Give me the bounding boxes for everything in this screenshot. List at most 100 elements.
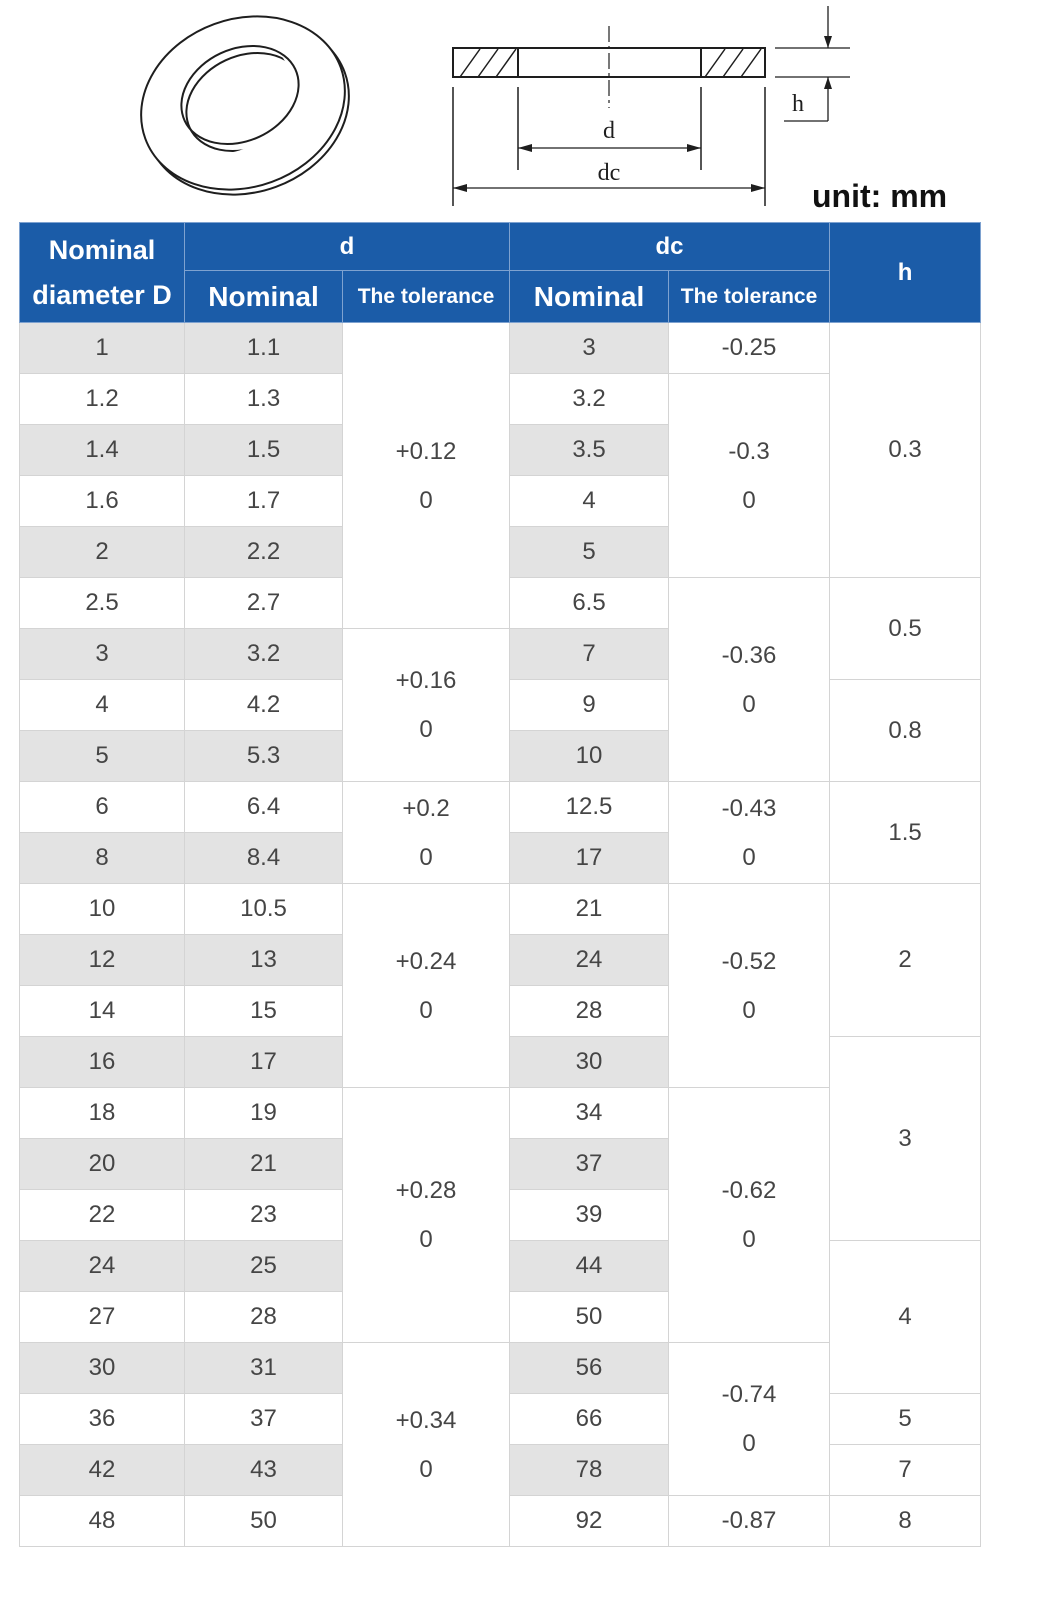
tolerance-upper: -0.43 bbox=[721, 794, 777, 822]
cell-h: 4 bbox=[829, 1240, 982, 1394]
cell-dc-nominal: 50 bbox=[509, 1291, 670, 1343]
tolerance-lower: 0 bbox=[742, 690, 756, 718]
cell-dc-tolerance: -0.36 0 bbox=[668, 577, 831, 782]
cell-dc-tolerance: -0.52 0 bbox=[668, 883, 831, 1088]
tolerance-upper: -0.62 bbox=[721, 1177, 777, 1204]
cell-d-nominal: 1.1 bbox=[184, 322, 343, 374]
cell-nominal-diameter: 18 bbox=[19, 1087, 185, 1139]
washer-hole-edge bbox=[180, 44, 300, 146]
table-row: 3 3.2 +0.16 0 7 bbox=[19, 628, 981, 782]
table-row: 16 17 30 3 bbox=[19, 1036, 982, 1241]
table-row: 6 6.4 +0.2 0 12.5 -0.43 0 1.5 bbox=[19, 781, 982, 884]
cell-d-tolerance: +0.12 0 bbox=[341, 322, 511, 629]
cell-nominal-diameter: 2.5 bbox=[19, 577, 185, 629]
tolerance-lower: 0 bbox=[419, 843, 433, 871]
cell-dc-nominal: 28 bbox=[509, 985, 670, 1037]
cell-d-nominal: 37 bbox=[184, 1393, 343, 1445]
arrowhead-d-right bbox=[687, 144, 701, 152]
cell-nominal-diameter: 22 bbox=[19, 1189, 185, 1241]
cell-dc-nominal: 9 bbox=[509, 679, 670, 731]
cell-h: 1.5 bbox=[829, 781, 982, 884]
cell-d-nominal: 19 bbox=[184, 1087, 343, 1139]
table-row: 5 5.3 10 bbox=[19, 730, 981, 782]
tolerance-lower: 0 bbox=[419, 1226, 433, 1253]
dimension-label-h: h bbox=[792, 91, 804, 117]
cell-nominal-diameter: 24 bbox=[19, 1240, 185, 1292]
unit-label: unit: mm bbox=[812, 178, 948, 214]
cell-dc-tolerance: -0.87 bbox=[668, 1495, 831, 1547]
table-row: 2 2.2 5 bbox=[19, 526, 981, 578]
washer-illustration bbox=[140, 15, 350, 196]
cell-dc-nominal: 78 bbox=[509, 1444, 670, 1496]
hatch-line bbox=[722, 48, 744, 78]
cell-d-nominal: 6.4 bbox=[184, 781, 343, 833]
table-body: 1 1.1 +0.12 0 3 -0.25 0.3 1.2 1.3 3.2 -0.3 0 1.4 1.5 3… bbox=[19, 322, 982, 1547]
cell-dc-nominal: 24 bbox=[509, 934, 670, 986]
tolerance-lower: 0 bbox=[742, 843, 756, 871]
cross-section-diagram: d dc h bbox=[452, 6, 850, 206]
cell-nominal-diameter: 5 bbox=[19, 730, 185, 782]
table-row: 1 1.1 +0.12 0 3 -0.25 0.3 bbox=[19, 322, 982, 629]
table-row: 14 15 28 bbox=[19, 985, 981, 1037]
tolerance-upper: +0.12 bbox=[395, 437, 457, 465]
tolerance-lower: 0 bbox=[419, 486, 433, 514]
table-row: 4 4.2 9 0.8 bbox=[19, 679, 982, 782]
cell-dc-nominal: 5 bbox=[509, 526, 670, 578]
table-row: 8 8.4 17 bbox=[19, 832, 981, 884]
table-row: 30 31 +0.34 0 56 -0.74 0 bbox=[19, 1342, 981, 1547]
cell-nominal-diameter: 48 bbox=[19, 1495, 185, 1547]
cell-d-nominal: 5.3 bbox=[184, 730, 343, 782]
header-dc-nominal: Nominal bbox=[509, 270, 670, 323]
cell-d-nominal: 2.7 bbox=[184, 577, 343, 629]
header-d: d bbox=[183, 222, 511, 271]
cell-dc-nominal: 37 bbox=[509, 1138, 670, 1190]
table-row: 18 19 +0.28 0 34 -0.62 0 bbox=[19, 1087, 981, 1343]
cell-d-tolerance: +0.28 0 bbox=[341, 1087, 511, 1343]
cell-d-tolerance: +0.16 0 bbox=[341, 628, 511, 782]
cell-nominal-diameter: 42 bbox=[19, 1444, 185, 1496]
header-h: h bbox=[829, 222, 982, 323]
cell-nominal-diameter: 16 bbox=[19, 1036, 185, 1088]
cell-nominal-diameter: 8 bbox=[19, 832, 185, 884]
header-row: Nominal diameter D d dc h bbox=[19, 222, 982, 323]
table-row: 10 10.5 +0.24 0 21 -0.52 0 2 bbox=[19, 883, 982, 1088]
cell-nominal-diameter: 36 bbox=[19, 1393, 185, 1445]
cell-dc-nominal: 92 bbox=[509, 1495, 670, 1547]
tolerance-upper: +0.34 bbox=[395, 1406, 457, 1434]
cell-nominal-diameter: 20 bbox=[19, 1138, 185, 1190]
arrowhead-h-down bbox=[824, 36, 832, 48]
table-row: 1.6 1.7 4 bbox=[19, 475, 981, 527]
cell-d-tolerance: +0.34 0 bbox=[341, 1342, 511, 1547]
cell-dc-nominal: 21 bbox=[509, 883, 670, 935]
cell-dc-nominal: 10 bbox=[509, 730, 670, 782]
cell-dc-nominal: 34 bbox=[509, 1087, 670, 1139]
tolerance-upper: -0.52 bbox=[721, 947, 777, 975]
cell-nominal-diameter: 30 bbox=[19, 1342, 185, 1394]
cell-d-nominal: 15 bbox=[184, 985, 343, 1037]
cell-nominal-diameter: 1.4 bbox=[19, 424, 185, 476]
cell-d-nominal: 10.5 bbox=[184, 883, 343, 935]
cell-nominal-diameter: 6 bbox=[19, 781, 185, 833]
cell-dc-tolerance: -0.74 0 bbox=[668, 1342, 831, 1496]
cell-d-nominal: 28 bbox=[184, 1291, 343, 1343]
cell-d-nominal: 17 bbox=[184, 1036, 343, 1088]
cell-h: 7 bbox=[829, 1444, 982, 1496]
tolerance-lower: 0 bbox=[742, 996, 756, 1024]
cell-h: 3 bbox=[829, 1036, 982, 1241]
arrowhead-d-left bbox=[518, 144, 532, 152]
tolerance-lower: 0 bbox=[419, 1455, 433, 1483]
tolerance-lower: 0 bbox=[742, 486, 756, 514]
cell-dc-tolerance: -0.25 bbox=[668, 322, 831, 374]
cell-d-nominal: 2.2 bbox=[184, 526, 343, 578]
table-row: 36 37 66 5 bbox=[19, 1393, 982, 1445]
table-row: 22 23 39 bbox=[19, 1189, 981, 1241]
cell-nominal-diameter: 10 bbox=[19, 883, 185, 935]
header-nominal-diameter: Nominal diameter D bbox=[19, 222, 185, 323]
cell-h: 5 bbox=[829, 1393, 982, 1445]
cell-d-nominal: 23 bbox=[184, 1189, 343, 1241]
tolerance-lower: 0 bbox=[742, 1226, 756, 1253]
header-d-tolerance: The tolerance bbox=[341, 270, 511, 323]
cell-nominal-diameter: 1 bbox=[19, 322, 185, 374]
tolerance-upper: -0.74 bbox=[721, 1381, 777, 1408]
tolerance-lower: 0 bbox=[419, 716, 433, 743]
